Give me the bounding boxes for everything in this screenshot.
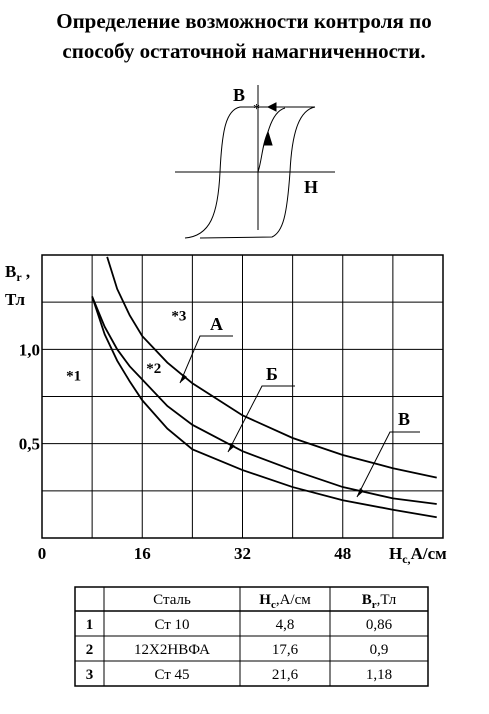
curve [91,296,437,519]
header-sub: r [372,599,377,611]
y-axis-unit: Тл [5,290,25,309]
table-cell: 2 [86,642,94,658]
table-cell: 17,6 [272,642,299,658]
header-sub: c [271,599,276,611]
y-tick-label: 0,5 [19,435,40,454]
header-unit: ,А/см [276,592,311,608]
curve [106,256,437,479]
table-cell: 0,9 [370,642,389,658]
table-cell: 1 [86,617,94,633]
label-sub: c, [402,552,410,566]
y-axis-label: Br , [5,262,30,284]
loop-branch [199,106,316,239]
header-cell: Hc,А/см [259,592,311,611]
point-label: *2 [146,361,161,377]
curve-label: Б [266,364,278,384]
leader-arrow [357,488,364,497]
y-tick-label: 1,0 [19,340,40,359]
label-symbol: B [5,262,16,281]
inset-h-label: H [304,177,318,197]
title-line: Определение возможности контроля по [56,9,432,33]
table: Сталь Hc,А/см Br,Тл 1 Ст 10 4,8 0,86 2 12Х2НВФА 1… [74,586,429,687]
label-unit: А/см [411,544,448,563]
x-tick-label: 0 [38,544,47,563]
table-cell: 1,18 [366,667,392,683]
x-tick-label: 48 [334,544,351,563]
leader-line [179,335,233,384]
label-sub: r [16,270,22,284]
header-unit: ,Тл [377,592,397,608]
leader-arrow [180,374,187,383]
x-axis-label: Hc,А/см [389,544,447,566]
leader-line [227,385,295,453]
header-symbol: H [259,592,271,608]
curve [91,296,437,505]
table-cell: 21,6 [272,667,299,683]
x-tick-label: 32 [234,544,251,563]
leader-line [356,431,420,498]
point-label: *3 [171,308,186,324]
loop-branch [184,106,315,239]
title-line: способу остаточной намагниченности. [62,39,425,63]
inset-b-label: B [233,85,245,105]
table-cell: Ст 10 [154,617,189,633]
label-sep: , [22,262,31,281]
table-cell: 4,8 [276,617,295,633]
plot-frame [41,254,444,539]
table-cell: Ст 45 [154,667,189,683]
arrow [266,102,290,112]
header-symbol: B [362,592,372,608]
star: * [253,102,260,117]
leader-arrow [228,443,235,452]
hysteresis-inset: * [175,85,335,239]
label-symbol: H [389,544,402,563]
x-tick-label: 16 [134,544,151,563]
curve-label: В [398,409,410,429]
table-cell: 12Х2НВФА [134,642,210,658]
table-cell: 3 [86,667,94,683]
header-cell: Br,Тл [362,592,397,611]
arrow [263,130,273,146]
point-label: *1 [66,369,81,385]
header-cell: Сталь [153,592,191,608]
curve-label: А [210,314,223,334]
initial-curve [257,107,286,173]
chart: 0 16 32 48 0,5 1,0 Br , Тл Hc,А/см А Б В *1 *2 *3 [5,254,447,566]
table-cell: 0,86 [366,617,393,633]
